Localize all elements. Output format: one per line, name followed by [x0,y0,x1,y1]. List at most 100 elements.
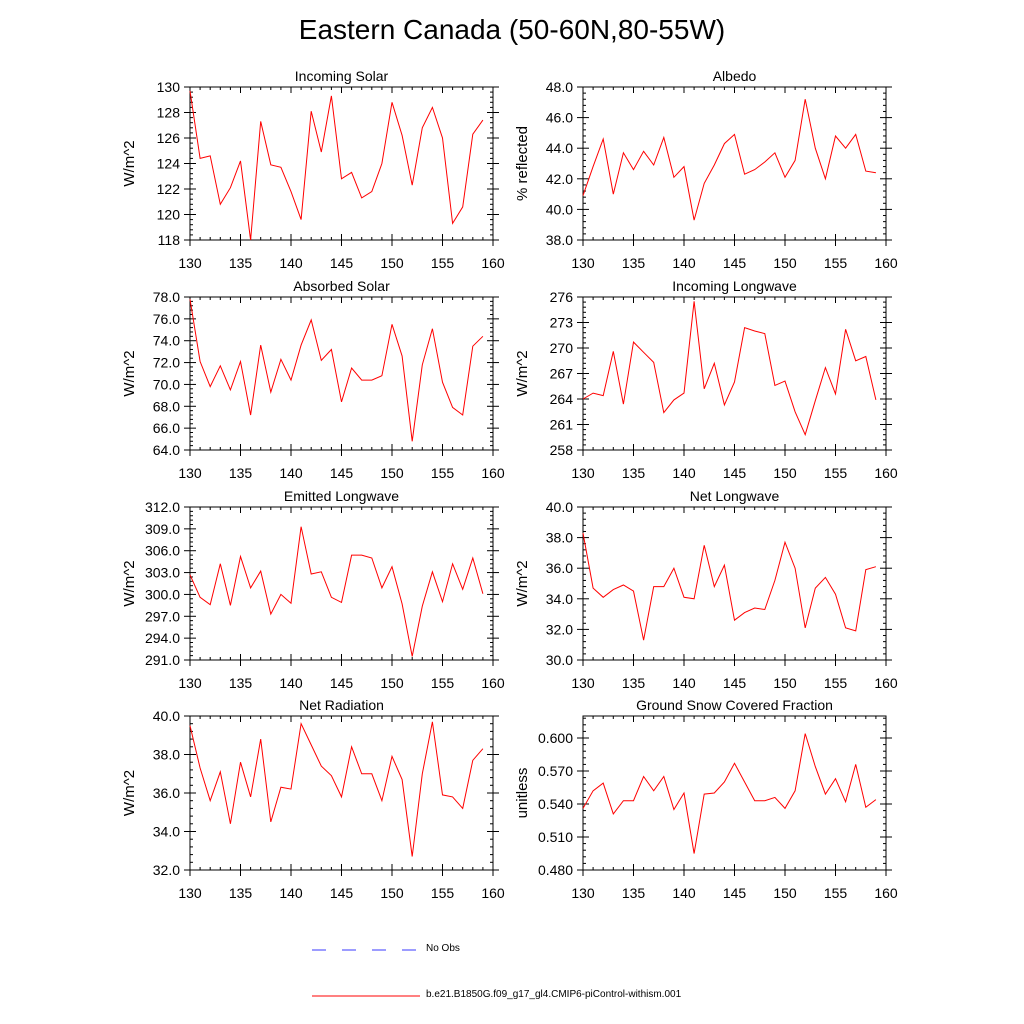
panel-title: Incoming Solar [295,68,389,84]
y-tick-label: 36.0 [153,785,180,801]
y-tick-label: 34.0 [153,824,180,840]
y-axis-label: unitless [514,768,531,819]
y-axis-label: W/m^2 [121,140,138,186]
x-tick-label: 140 [672,255,696,271]
plot-frame [582,506,887,661]
x-tick-label: 130 [571,255,595,271]
x-tick-label: 135 [622,675,646,691]
y-tick-label: 0.540 [538,796,573,812]
x-tick-label: 155 [431,465,455,481]
series-line [189,299,484,442]
plot-frame [582,86,887,241]
x-tick-label: 145 [723,465,747,481]
panel-title: Net Longwave [690,488,780,504]
plot-frame [582,715,887,871]
y-tick-label: 40.0 [546,499,573,515]
y-tick-label: 44.0 [546,140,573,156]
y-tick-label: 36.0 [546,560,573,576]
y-tick-label: 30.0 [546,652,573,668]
y-tick-label: 74.0 [153,333,180,349]
x-tick-label: 160 [481,885,505,901]
y-tick-label: 38.0 [546,530,573,546]
x-tick-label: 130 [178,885,202,901]
y-tick-label: 64.0 [153,442,180,458]
series-line [582,301,877,437]
y-tick-label: 32.0 [153,862,180,878]
x-tick-label: 145 [330,255,354,271]
panel-title: Albedo [713,68,757,84]
y-axis-label: W/m^2 [514,350,531,396]
y-tick-label: 267 [550,366,574,382]
chart-panel-1: Incoming Solar W/m^2 130 135 140 145 150 155 160… [121,68,505,271]
y-tick-label: 264 [550,391,574,407]
x-tick-label: 145 [330,885,354,901]
panel-title: Emitted Longwave [284,488,399,504]
y-tick-label: 70.0 [153,376,180,392]
y-tick-label: 40.0 [546,201,573,217]
y-tick-label: 258 [550,442,574,458]
x-tick-label: 155 [824,465,848,481]
y-tick-label: 261 [550,417,574,433]
y-tick-label: 0.600 [538,730,573,746]
x-tick-label: 150 [380,675,404,691]
x-tick-label: 135 [229,255,253,271]
x-tick-label: 130 [178,465,202,481]
y-tick-label: 291.0 [145,652,180,668]
y-tick-label: 40.0 [153,708,180,724]
x-tick-label: 150 [380,885,404,901]
x-tick-label: 140 [279,885,303,901]
x-tick-label: 135 [229,675,253,691]
y-tick-label: 122 [157,181,181,197]
plot-frame [189,296,494,451]
x-tick-label: 150 [773,465,797,481]
y-tick-label: 34.0 [546,591,573,607]
x-tick-label: 145 [330,465,354,481]
x-tick-label: 155 [824,255,848,271]
x-tick-label: 130 [178,255,202,271]
y-tick-label: 0.510 [538,829,573,845]
x-tick-label: 155 [431,255,455,271]
series-line [189,526,484,657]
y-tick-label: 124 [157,156,181,172]
x-tick-label: 150 [380,465,404,481]
series-line [189,90,484,241]
chart-panel-7: Net Radiation W/m^2 130 135 140 145 150 155 160 3… [121,697,505,901]
x-tick-label: 155 [431,675,455,691]
x-tick-label: 140 [672,885,696,901]
series-line [189,721,484,857]
y-tick-label: 118 [158,232,181,248]
x-tick-label: 130 [178,675,202,691]
x-tick-label: 150 [773,675,797,691]
y-tick-label: 66.0 [153,420,180,436]
y-tick-label: 303.0 [145,565,180,581]
chart-panel-8: Ground Snow Covered Fraction unitless 130 1… [514,697,898,901]
x-tick-label: 135 [229,885,253,901]
x-tick-label: 145 [330,675,354,691]
y-tick-label: 120 [157,207,181,223]
x-tick-label: 160 [874,675,898,691]
y-tick-label: 297.0 [145,608,180,624]
y-axis-label: W/m^2 [121,560,138,606]
y-tick-label: 126 [157,130,181,146]
x-tick-label: 130 [571,675,595,691]
x-tick-label: 160 [874,885,898,901]
y-tick-label: 273 [550,315,574,331]
x-tick-label: 135 [622,885,646,901]
panel-title: Incoming Longwave [672,278,797,294]
x-tick-label: 140 [672,675,696,691]
figure-title: Eastern Canada (50-60N,80-55W) [298,14,726,45]
y-tick-label: 309.0 [145,521,180,537]
chart-panel-2: Albedo % reflected 130 135 140 145 150 155 160 38… [514,68,898,271]
y-axis-label: W/m^2 [514,560,531,606]
x-tick-label: 160 [481,465,505,481]
y-axis-label: % reflected [514,126,531,201]
chart-panel-5: Emitted Longwave W/m^2 130 135 140 145 150 155 1… [121,488,505,691]
x-tick-label: 160 [874,465,898,481]
x-tick-label: 140 [279,465,303,481]
x-tick-label: 160 [481,255,505,271]
x-tick-label: 135 [229,465,253,481]
y-tick-label: 78.0 [153,289,180,305]
x-tick-label: 135 [622,255,646,271]
x-tick-label: 140 [279,255,303,271]
